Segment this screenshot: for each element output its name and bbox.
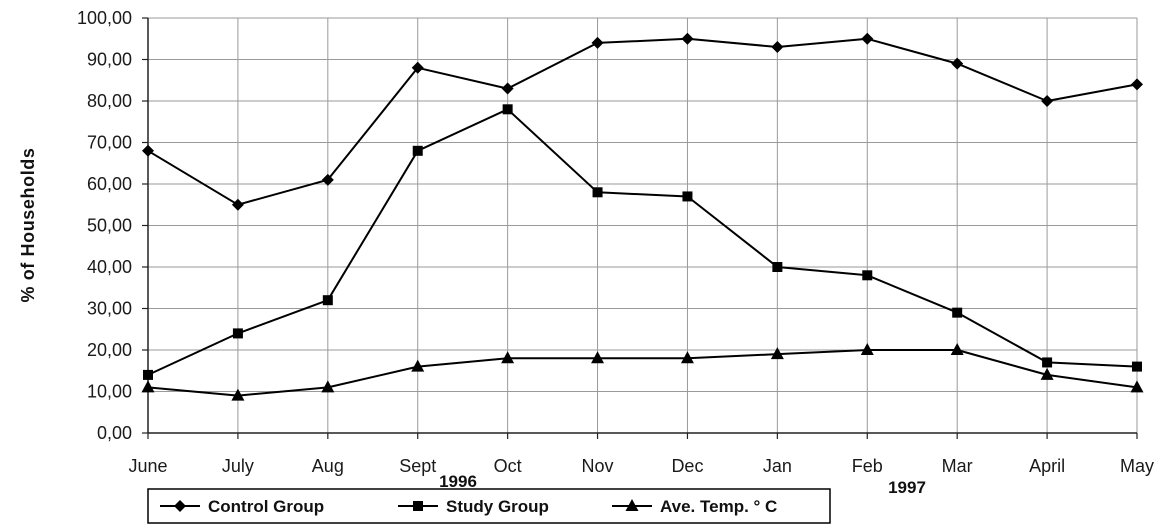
series-control-group (142, 32, 1143, 211)
control-group-point-aug (321, 173, 334, 186)
ave-temp-c-point-mar (950, 343, 964, 355)
ave-temp-c-point-sept (411, 359, 425, 372)
x-tick-label-july: July (222, 456, 254, 476)
study-group-point-june (143, 369, 153, 380)
x-tick-label-june: June (128, 456, 167, 476)
study-group-point-april (1042, 357, 1053, 368)
x-tick-label-may: May (1120, 456, 1154, 476)
legend-item-ave-temp: Ave. Temp. ° C (612, 497, 777, 516)
y-tick-label: 40,00 (87, 257, 132, 277)
control-group-point-dec (681, 32, 694, 45)
study-group-point-sept (412, 145, 423, 156)
triangle-marker-icon (625, 499, 639, 511)
x-tick-label-feb: Feb (852, 456, 883, 476)
ave-temp-c-point-april (1040, 367, 1054, 380)
y-tick-label: 30,00 (87, 299, 132, 319)
y-tick-label: 10,00 (87, 382, 132, 402)
control-group-point-july (231, 198, 244, 211)
series-ave-temp-c (141, 343, 1144, 401)
ave-temp-c-point-jan (770, 347, 784, 360)
square-marker-icon (413, 501, 423, 511)
series-line-control-group (147, 37, 1138, 206)
ave-temp-c-point-oct (501, 351, 515, 364)
study-group-point-jan (772, 262, 783, 272)
ave-temp-c-point-feb (860, 343, 874, 355)
x-tick-label-mar: Mar (942, 456, 973, 476)
control-group-point-nov (591, 36, 604, 49)
study-group-point-dec (682, 191, 693, 202)
x-tick-label-aug: Aug (312, 456, 344, 476)
x-tick-label-april: April (1029, 456, 1065, 476)
control-group-point-april (1041, 95, 1054, 107)
series-line-study-group (147, 108, 1138, 376)
x-tick-label-sept: Sept (399, 456, 436, 476)
study-group-point-oct (502, 104, 513, 115)
y-tick-label: 80,00 (87, 91, 132, 111)
control-group-point-feb (861, 32, 874, 45)
legend-label-control-group: Control Group (208, 497, 324, 516)
control-group-point-sept (411, 61, 424, 74)
study-group-point-aug (322, 295, 333, 306)
study-group-point-nov (592, 187, 603, 198)
control-group-point-jan (771, 41, 784, 54)
legend-box (147, 488, 831, 524)
x-tick-label-oct: Oct (494, 456, 522, 476)
ave-temp-c-point-june (141, 380, 155, 393)
y-tick-label: 0,00 (97, 423, 132, 443)
ave-temp-c-point-nov (591, 351, 605, 364)
control-group-point-june (142, 144, 154, 157)
series-layer (141, 32, 1144, 401)
control-group-point-may (1131, 78, 1143, 91)
diamond-marker-icon (174, 500, 186, 512)
x-tick-label-dec: Dec (671, 456, 703, 476)
y-tick-label: 20,00 (87, 340, 132, 360)
y-tick-label: 100,00 (77, 8, 132, 28)
tick-labels: 0,00 10,00 20,00 30,00 40,00 50,00 60,00 70,00 8… (77, 8, 1154, 476)
y-tick-label: 60,00 (87, 174, 132, 194)
year-label-1997: 1997 (888, 478, 926, 497)
y-axis-title: % of Households (18, 147, 38, 302)
series-line-ave-temp-c (147, 349, 1138, 397)
ave-temp-c-point-may (1130, 380, 1144, 393)
legend-item-control-group: Control Group (160, 497, 324, 516)
study-group-point-feb (862, 270, 873, 281)
ave-temp-c-point-dec (680, 351, 694, 364)
ave-temp-c-point-aug (321, 380, 335, 393)
y-tick-label: 90,00 (87, 50, 132, 70)
study-group-point-mar (952, 307, 963, 318)
ave-temp-c-point-july (231, 388, 245, 401)
y-tick-label: 50,00 (87, 216, 132, 236)
control-group-point-mar (951, 57, 964, 70)
x-tick-label-nov: Nov (582, 456, 614, 476)
legend-label-ave-temp: Ave. Temp. ° C (660, 497, 777, 516)
legend-item-study-group: Study Group (398, 497, 549, 516)
x-tick-label-jan: Jan (763, 456, 792, 476)
legend-label-study-group: Study Group (446, 497, 549, 516)
series-study-group (143, 104, 1142, 380)
legend: Control Group Study Group Ave. Temp. ° C (147, 488, 831, 524)
study-group-point-july (232, 328, 243, 339)
year-label-1996: 1996 (439, 472, 477, 491)
y-tick-label: 70,00 (87, 133, 132, 153)
control-group-point-oct (501, 82, 514, 95)
study-group-point-may (1132, 361, 1142, 372)
